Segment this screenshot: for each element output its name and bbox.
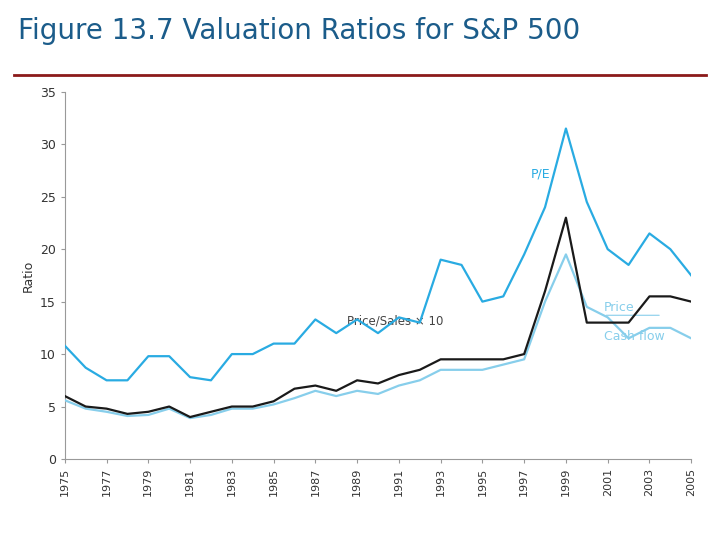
- Y-axis label: Ratio: Ratio: [22, 259, 35, 292]
- Text: 13-21: 13-21: [662, 516, 698, 530]
- Text: Figure 13.7 Valuation Ratios for S&P 500: Figure 13.7 Valuation Ratios for S&P 500: [18, 17, 580, 45]
- Text: Price: Price: [603, 301, 634, 314]
- Text: Cash flow: Cash flow: [603, 330, 665, 343]
- Text: Price/Sales × 10: Price/Sales × 10: [347, 315, 443, 328]
- Text: P/E: P/E: [531, 168, 550, 181]
